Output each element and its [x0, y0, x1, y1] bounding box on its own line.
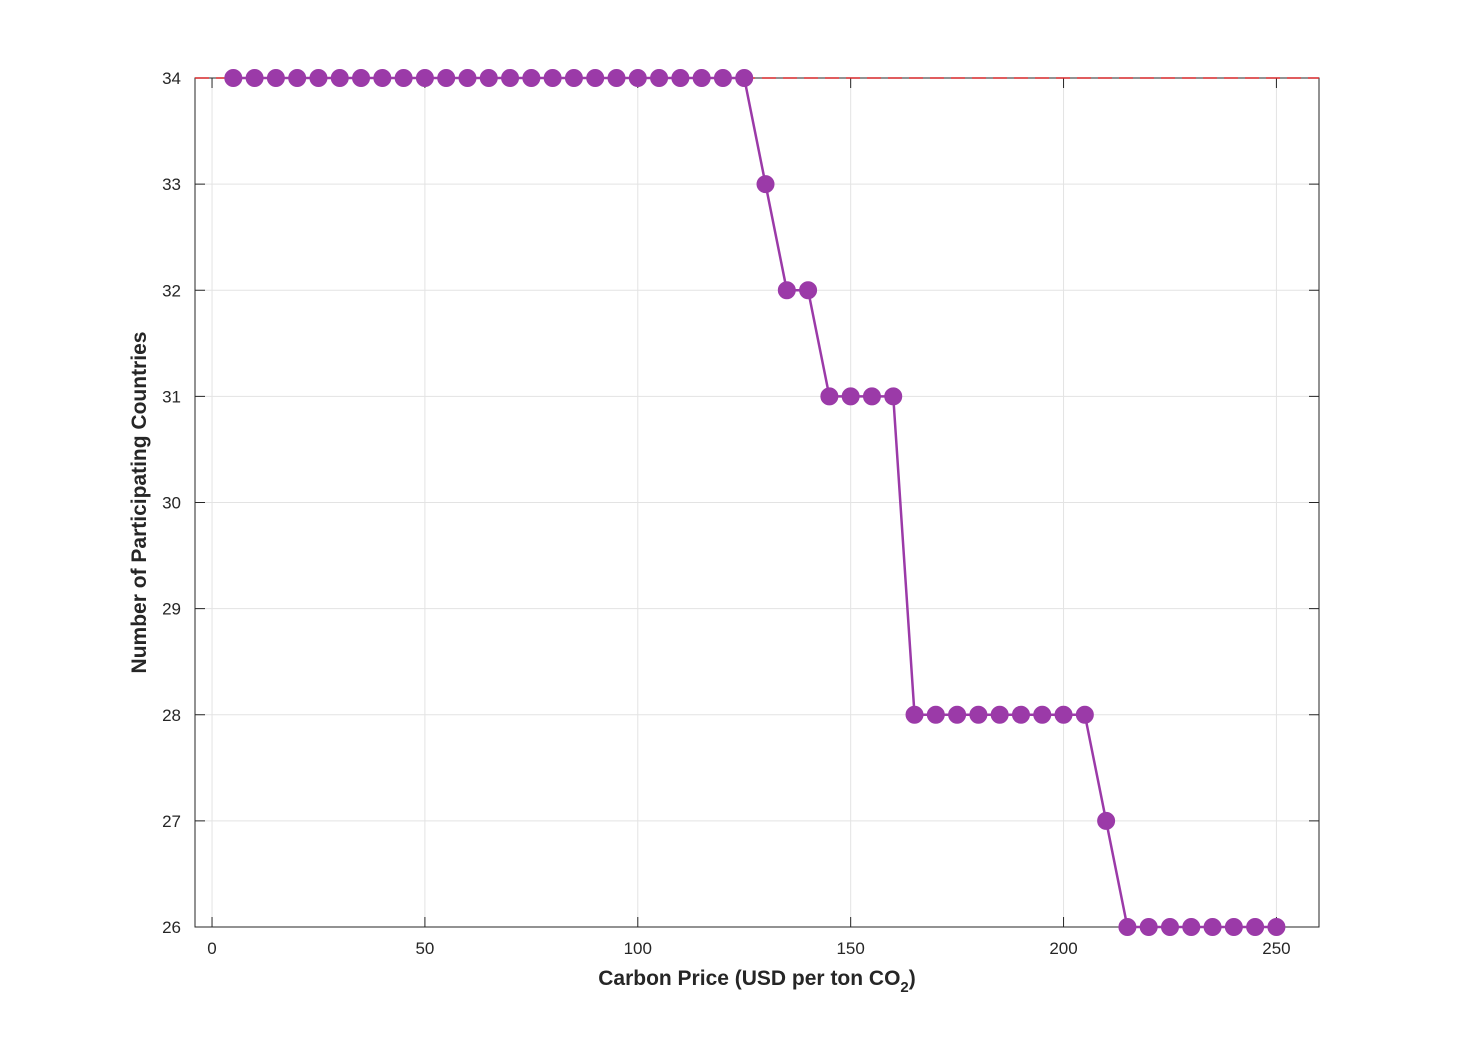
data-point — [415, 69, 434, 87]
data-point — [1011, 705, 1030, 724]
x-tick-label: 200 — [1049, 939, 1077, 958]
data-point — [1160, 918, 1179, 936]
data-point — [841, 387, 860, 406]
data-point — [1075, 705, 1094, 724]
data-point — [692, 69, 711, 87]
series-layer — [224, 69, 1286, 936]
x-tick-label: 0 — [207, 939, 216, 958]
data-point — [990, 705, 1009, 724]
data-point — [522, 69, 541, 87]
data-point — [926, 705, 945, 724]
data-point — [1182, 918, 1201, 936]
data-point — [309, 69, 328, 87]
data-point — [266, 69, 285, 87]
y-tick-label: 27 — [162, 812, 181, 831]
data-point — [1246, 918, 1265, 936]
data-point — [1139, 918, 1158, 936]
data-point — [1203, 918, 1222, 936]
data-point — [650, 69, 669, 87]
data-point — [1097, 811, 1116, 830]
data-point — [479, 69, 498, 87]
x-axis-label-main: Carbon Price (USD per ton CO — [598, 967, 900, 990]
y-tick-label: 26 — [162, 918, 181, 937]
data-point — [543, 69, 562, 87]
data-point — [1118, 918, 1137, 936]
y-tick-label: 34 — [162, 69, 181, 88]
data-point — [799, 281, 818, 300]
y-tick-label: 32 — [162, 281, 181, 300]
y-tick-label: 33 — [162, 175, 181, 194]
data-point — [224, 69, 243, 87]
data-point — [735, 69, 754, 87]
data-point — [1267, 918, 1286, 936]
data-point — [245, 69, 264, 87]
data-point — [905, 705, 924, 724]
x-axis-label-subscript: 2 — [900, 979, 908, 996]
data-point — [352, 69, 371, 87]
x-axis-label: Carbon Price (USD per ton CO2) — [598, 967, 916, 996]
axis-ticks: 0 50 100 150 200 250 26 27 28 29 30 31 32 33 34 — [162, 69, 1319, 958]
data-point — [458, 69, 477, 87]
x-tick-label: 100 — [624, 939, 652, 958]
data-point — [756, 175, 775, 194]
data-point — [969, 705, 988, 724]
y-tick-label: 29 — [162, 600, 181, 619]
data-point — [607, 69, 626, 87]
data-point — [671, 69, 690, 87]
data-point — [862, 387, 881, 406]
data-point — [820, 387, 839, 406]
data-point — [713, 69, 732, 87]
y-tick-label: 30 — [162, 494, 181, 513]
data-point — [1054, 705, 1073, 724]
x-tick-label: 150 — [836, 939, 864, 958]
data-point — [437, 69, 456, 87]
data-point — [373, 69, 392, 87]
y-tick-label: 31 — [162, 387, 181, 406]
x-tick-label: 50 — [415, 939, 434, 958]
data-point — [586, 69, 605, 87]
data-point — [330, 69, 349, 87]
data-point — [884, 387, 903, 406]
y-tick-label: 28 — [162, 706, 181, 725]
x-axis-label-suffix: ) — [909, 967, 916, 990]
data-point — [501, 69, 520, 87]
data-point — [777, 281, 796, 300]
data-point — [394, 69, 413, 87]
data-point — [288, 69, 307, 87]
data-point — [1224, 918, 1243, 936]
data-point — [948, 705, 967, 724]
y-axis-label: Number of Participating Countries — [128, 332, 151, 674]
data-point — [628, 69, 647, 87]
x-tick-label: 250 — [1262, 939, 1290, 958]
grid-lines — [195, 77, 1319, 928]
data-point — [564, 69, 583, 87]
data-point — [1033, 705, 1052, 724]
